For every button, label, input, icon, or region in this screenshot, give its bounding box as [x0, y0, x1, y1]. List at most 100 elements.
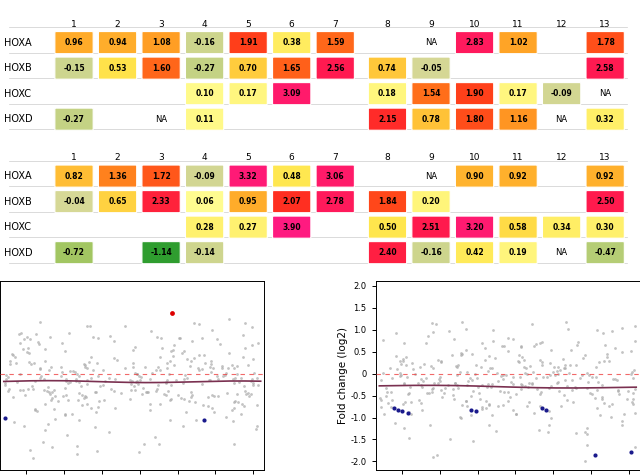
Point — [186, 337, 196, 345]
Point — [29, 405, 40, 413]
FancyBboxPatch shape — [369, 216, 406, 238]
Point — [230, 374, 240, 381]
Point — [19, 422, 29, 429]
FancyBboxPatch shape — [586, 216, 625, 238]
Text: 2.58: 2.58 — [596, 64, 614, 73]
Text: 0.32: 0.32 — [596, 114, 614, 124]
Point — [76, 382, 86, 390]
Point — [433, 380, 443, 387]
Point — [427, 388, 437, 396]
Point — [172, 376, 182, 383]
Point — [50, 392, 60, 399]
Point — [435, 358, 445, 365]
Point — [93, 397, 104, 404]
FancyBboxPatch shape — [99, 165, 137, 187]
Point — [28, 455, 38, 462]
Point — [80, 361, 90, 369]
Point — [161, 391, 172, 399]
Point — [81, 393, 92, 400]
Point — [598, 329, 608, 336]
FancyBboxPatch shape — [229, 165, 268, 187]
FancyBboxPatch shape — [273, 216, 311, 238]
Point — [166, 347, 176, 355]
Point — [124, 376, 134, 384]
Point — [518, 356, 529, 364]
Point — [184, 397, 195, 405]
Point — [546, 346, 556, 354]
Point — [534, 426, 544, 433]
Text: -0.09: -0.09 — [551, 89, 573, 98]
Point — [608, 376, 618, 383]
Point — [143, 388, 153, 396]
Point — [564, 369, 574, 377]
Point — [175, 334, 185, 342]
Point — [626, 347, 636, 354]
Point — [145, 400, 156, 408]
Text: 11: 11 — [513, 19, 524, 28]
Point — [378, 336, 388, 343]
Point — [229, 440, 239, 447]
Point — [582, 425, 592, 432]
Point — [0, 381, 10, 389]
Point — [232, 363, 242, 371]
Point — [44, 366, 54, 374]
Point — [125, 380, 136, 388]
Point — [251, 425, 261, 432]
Point — [77, 391, 87, 399]
Point — [483, 367, 493, 374]
Text: 4: 4 — [202, 153, 207, 162]
Text: -0.47: -0.47 — [594, 248, 616, 257]
Point — [387, 396, 397, 404]
Point — [519, 363, 529, 371]
FancyBboxPatch shape — [456, 31, 493, 54]
Point — [616, 417, 627, 425]
Text: 5: 5 — [245, 19, 251, 28]
Point — [527, 380, 537, 388]
Point — [57, 368, 67, 376]
FancyBboxPatch shape — [142, 165, 180, 187]
Point — [224, 315, 234, 323]
Point — [60, 410, 70, 418]
Point — [545, 382, 556, 390]
Point — [491, 427, 501, 435]
Point — [462, 381, 472, 389]
Point — [606, 414, 616, 421]
Point — [40, 357, 50, 365]
Point — [61, 375, 71, 383]
Point — [405, 383, 415, 391]
Point — [619, 410, 629, 418]
Point — [79, 395, 89, 402]
Point — [190, 398, 200, 406]
Point — [28, 360, 38, 367]
Point — [169, 342, 179, 349]
Point — [410, 370, 420, 378]
Point — [230, 398, 240, 405]
Point — [448, 391, 458, 399]
Text: 7: 7 — [332, 153, 338, 162]
Text: 6: 6 — [289, 19, 294, 28]
Point — [462, 368, 472, 375]
Point — [582, 441, 593, 449]
Point — [0, 380, 10, 387]
Point — [449, 379, 460, 387]
Point — [205, 377, 216, 384]
Point — [457, 318, 467, 325]
Point — [406, 398, 416, 405]
Point — [240, 387, 250, 394]
FancyBboxPatch shape — [142, 190, 180, 213]
FancyBboxPatch shape — [456, 108, 493, 130]
Point — [132, 378, 143, 385]
Point — [630, 385, 640, 392]
Point — [10, 353, 20, 361]
FancyBboxPatch shape — [369, 57, 406, 79]
Point — [461, 346, 471, 353]
Point — [582, 369, 592, 376]
FancyBboxPatch shape — [369, 190, 406, 213]
Point — [401, 361, 412, 369]
Point — [568, 399, 578, 406]
Point — [215, 340, 225, 348]
Point — [520, 382, 530, 390]
Point — [22, 385, 33, 393]
Point — [154, 440, 164, 448]
Point — [612, 386, 623, 393]
